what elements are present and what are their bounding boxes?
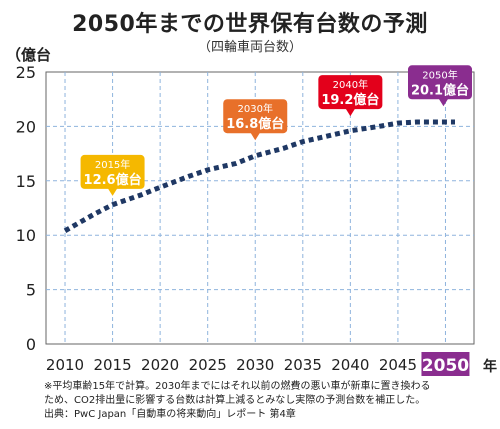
x-tick-label: 2040 [331,356,369,374]
footnotes: ※平均車齢15年で計算。2030年までにはそれ以前の燃費の悪い車が新車に置き換わ… [44,380,494,422]
y-axis-label: （億台 [6,46,52,64]
x-tick-label: 2010 [46,356,84,374]
chart-subtitle: （四輪車両台数） [197,40,302,55]
annotation-year: 2015年 [95,158,130,171]
y-tick-label: 15 [16,172,36,191]
footnote-line-1: ※平均車齢15年で計算。2030年までにはそれ以前の燃費の悪い車が新車に置き換わ… [44,381,431,392]
x-tick-label: 2050 [422,356,469,376]
annotation-year: 2030年 [238,102,273,115]
x-tick-label: 2025 [189,356,227,374]
y-tick-label: 0 [26,335,36,354]
x-axis-unit: 年 [483,358,497,375]
x-tick-label: 2020 [141,356,179,374]
footnote-line-2: ため、CO2排出量に影響する台数は計算上減るとみなし実際の予測台数を補正した。 [44,395,426,406]
y-tick-label: 10 [16,226,36,245]
chart-title: 2050年までの世界保有台数の予測 [72,12,428,37]
annotation-value: 20.1億台 [411,82,469,98]
annotation-box [80,154,145,189]
annotation-year: 2050年 [422,68,457,81]
x-tick-label: 2035 [284,356,322,374]
annotation-value: 12.6億台 [84,172,142,188]
x-tick-label: 2045 [379,356,417,374]
annotation-pointer [250,132,261,141]
annotation-pointer [345,108,356,117]
annotation-pointer [107,187,118,196]
x-tick-highlight [421,352,470,376]
annotation-year: 2040年 [333,78,368,91]
annotation-box [223,99,288,134]
annotation-value: 19.2億台 [321,92,379,108]
annotation-box [318,75,383,110]
series-line [63,119,455,233]
y-tick-label: 25 [16,63,36,82]
footnote-source: 出典：PwC Japan「自動車の将来動向」レポート 第4章 [44,409,296,420]
annotation-pointer [438,98,449,107]
y-tick-label: 20 [16,117,36,136]
annotation-box [408,65,472,100]
annotation-value: 16.8億台 [226,116,284,132]
x-tick-label: 2030 [236,356,274,374]
y-tick-label: 5 [26,281,36,300]
x-tick-label: 2015 [93,356,131,374]
